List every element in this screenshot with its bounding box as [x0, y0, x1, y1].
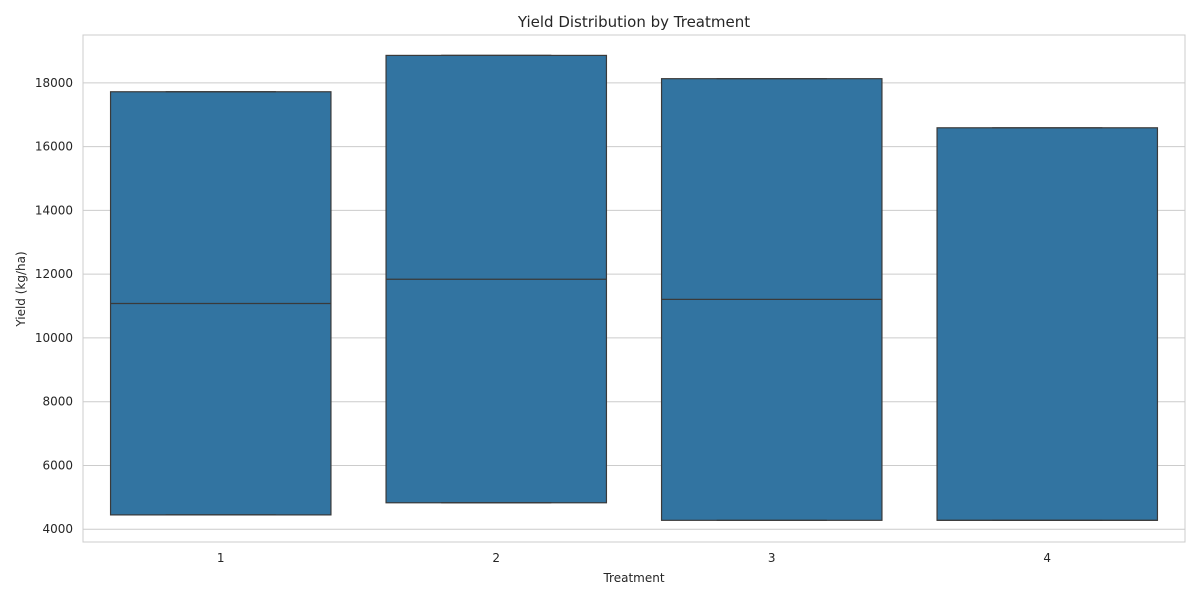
box-group-2 [385, 54, 608, 504]
box-group-3 [660, 78, 883, 521]
y-tick-label: 8000 [42, 395, 73, 409]
y-tick-labels: 4000 6000 8000 10000 12000 14000 16000 18000 [35, 76, 73, 536]
plot-frame [82, 34, 1186, 543]
y-axis-label: Yield (kg/ha) [14, 251, 28, 327]
y-tick-label: 10000 [35, 331, 73, 345]
x-tick-label: 3 [768, 551, 776, 565]
x-axis-label: Treatment [602, 571, 664, 585]
y-tick-label: 16000 [35, 140, 73, 154]
y-tick-label: 6000 [42, 458, 73, 472]
box-layer [109, 54, 1159, 521]
box-group-4 [936, 127, 1159, 521]
chart-title: Yield Distribution by Treatment [517, 13, 750, 31]
x-tick-label: 2 [492, 551, 500, 565]
y-tick-label: 4000 [42, 522, 73, 536]
box-iqr [936, 127, 1159, 521]
y-tick-label: 12000 [35, 267, 73, 281]
box-group-1 [109, 91, 332, 516]
x-tick-labels: 1 2 3 4 [217, 551, 1051, 565]
y-tick-label: 18000 [35, 76, 73, 90]
x-tick-label: 1 [217, 551, 225, 565]
y-tick-label: 14000 [35, 203, 73, 217]
x-tick-label: 4 [1043, 551, 1051, 565]
